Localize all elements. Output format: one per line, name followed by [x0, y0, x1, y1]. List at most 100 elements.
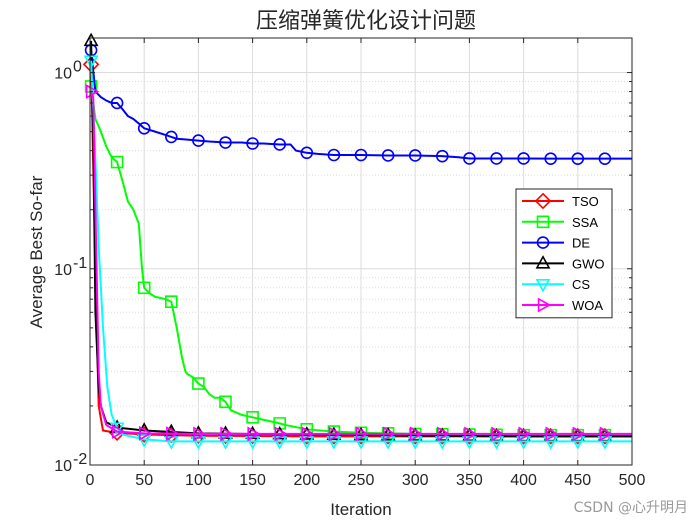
series-marker-de [544, 152, 558, 165]
series-cs [83, 55, 632, 450]
y-tick-base: 10 [54, 262, 72, 279]
x-tick-label: 400 [510, 472, 537, 489]
series-marker-de [381, 149, 395, 162]
legend-label: DE [572, 236, 590, 251]
series-marker-cs [136, 434, 152, 448]
series-marker-de [273, 138, 287, 151]
series-marker-ssa [273, 417, 287, 430]
series-marker-woa [220, 426, 234, 442]
series-marker-woa [572, 426, 587, 442]
legend-marker [534, 192, 552, 210]
x-axis-label: Iteration [330, 500, 391, 519]
series-marker-ssa [137, 281, 151, 295]
x-tick-label: 350 [456, 472, 483, 489]
series-marker-woa [85, 84, 100, 99]
series-marker-de [165, 130, 178, 144]
legend-item-woa: WOA [522, 297, 603, 313]
series-line-cs [90, 60, 632, 443]
legend: TSO SSA DE GWO CS WOA [515, 188, 613, 319]
y-tick-exponent: -2 [73, 451, 87, 468]
legend-item-tso: TSO [522, 192, 599, 210]
series-marker-woa [274, 426, 288, 442]
axis-ticks: 0 50 100 150 200 250 300 350 400 450 50010-210-110… [54, 38, 645, 489]
legend-label: GWO [572, 256, 605, 271]
y-tick-base: 10 [54, 458, 72, 475]
x-tick-label: 300 [402, 472, 429, 489]
series-line-woa [90, 91, 632, 435]
x-tick-label: 150 [239, 472, 266, 489]
series-marker-de [137, 121, 151, 135]
series-marker-ssa [192, 377, 205, 390]
series-marker-ssa [165, 295, 178, 308]
legend-label: WOA [572, 298, 603, 313]
series-marker-woa [355, 426, 370, 442]
series-marker-woa [491, 426, 505, 442]
series-marker-de [598, 152, 612, 165]
series-layer [82, 32, 632, 450]
series-marker-woa [111, 424, 126, 439]
x-tick-label: 0 [86, 472, 95, 489]
series-marker-woa [545, 426, 559, 442]
y-tick-label: 10 [54, 458, 72, 475]
series-marker-woa [409, 426, 424, 442]
legend-box [515, 188, 613, 319]
series-marker-woa [518, 426, 532, 442]
series-woa [85, 84, 632, 442]
x-tick-label: 100 [185, 472, 212, 489]
series-marker-de [327, 148, 341, 162]
legend-label: TSO [572, 194, 599, 209]
y-axis-label: Average Best So-far [27, 175, 46, 328]
legend-item-de: DE [522, 236, 590, 251]
series-marker-de [219, 136, 232, 149]
y-tick-exponent: 0 [73, 59, 82, 76]
x-tick-label: 250 [348, 472, 375, 489]
series-marker-de [246, 137, 259, 150]
series-marker-woa [139, 425, 153, 441]
series-marker-de [571, 152, 585, 165]
legend-label: SSA [572, 215, 598, 230]
series-marker-cs [83, 55, 99, 69]
legend-label: CS [572, 277, 590, 292]
series-marker-woa [301, 426, 316, 442]
x-tick-label: 500 [619, 472, 646, 489]
y-tick-label: 10 [54, 66, 72, 83]
legend-marker [536, 215, 550, 229]
series-marker-de [463, 152, 476, 165]
series-marker-woa [247, 426, 261, 442]
series-marker-de [517, 152, 530, 165]
watermark: CSDN @心升明月 [573, 500, 688, 516]
series-marker-gwo [83, 32, 99, 47]
series-marker-de [110, 96, 124, 110]
y-tick-label: 10 [54, 262, 72, 279]
series-line-ssa [90, 86, 632, 437]
x-tick-label: 50 [135, 472, 153, 489]
chart-title: 压缩弹簧优化设计问题 [256, 9, 476, 34]
grid [90, 38, 632, 465]
series-marker-ssa [246, 411, 259, 424]
series-marker-de [192, 134, 205, 147]
legend-marker [537, 297, 552, 313]
series-marker-de [408, 149, 422, 162]
series-marker-woa [193, 426, 207, 442]
legend-item-ssa: SSA [522, 215, 598, 230]
y-tick-exponent: -1 [73, 255, 87, 272]
series-marker-woa [437, 426, 451, 442]
series-marker-de [354, 148, 368, 162]
legend-marker [535, 255, 551, 269]
series-marker-woa [166, 426, 180, 442]
legend-marker [536, 236, 550, 249]
series-marker-de [300, 146, 314, 160]
series-marker-de [490, 152, 503, 165]
legend-marker [535, 278, 551, 293]
legend-item-gwo: GWO [522, 255, 605, 271]
series-marker-woa [328, 426, 343, 442]
series-marker-de [435, 149, 449, 163]
x-tick-label: 450 [564, 472, 591, 489]
series-marker-ssa [219, 395, 232, 409]
series-de [84, 43, 632, 165]
legend-item-cs: CS [522, 277, 590, 293]
series-marker-woa [464, 426, 478, 442]
series-marker-ssa [110, 155, 124, 169]
series-marker-woa [382, 426, 397, 442]
